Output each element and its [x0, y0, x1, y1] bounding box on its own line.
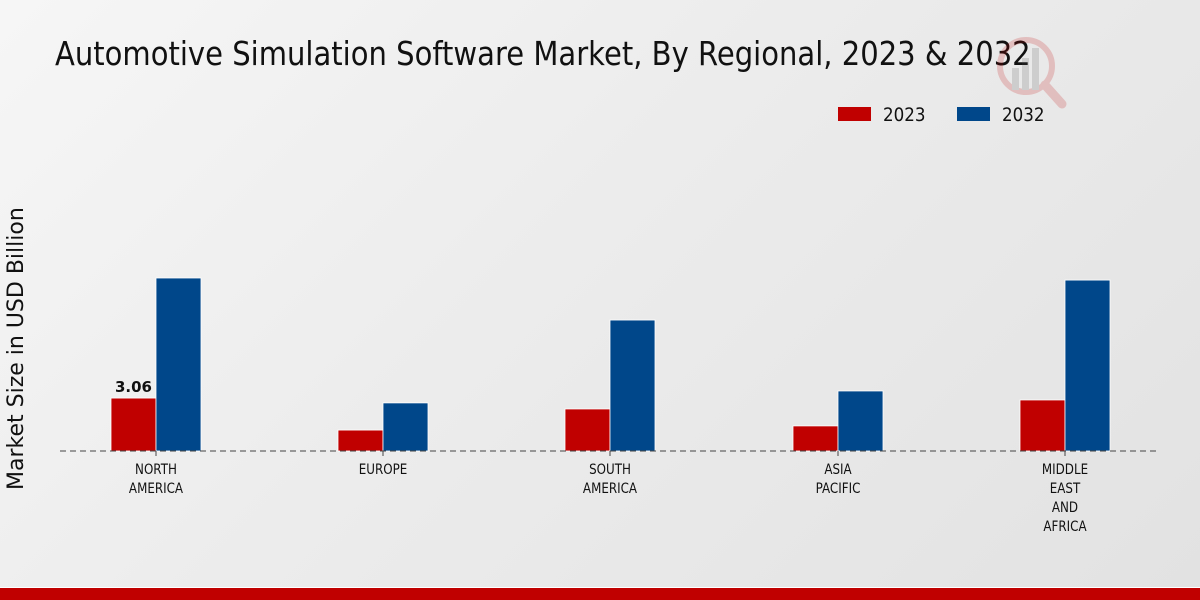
legend-label-2032: 2032	[1002, 104, 1045, 126]
x-tick-label: MIDDLE	[1042, 462, 1088, 478]
x-tick-label: AND	[1052, 500, 1078, 516]
bar-2023-middle-east-and-africa	[1019, 399, 1066, 452]
bar-2032-asia-pacific	[837, 390, 884, 452]
x-tick-label: AFRICA	[1043, 519, 1086, 535]
bar-2032-north-america	[155, 277, 202, 452]
x-tick-label: SOUTH	[589, 462, 631, 478]
bar-2023-europe	[337, 429, 384, 452]
bar-2032-middle-east-and-africa	[1064, 279, 1111, 452]
legend-swatch-2032	[957, 107, 990, 121]
x-tick-label: ASIA	[824, 462, 851, 478]
x-tick-label: EUROPE	[359, 462, 408, 478]
bar-2023-north-america	[110, 397, 157, 452]
footer-divider	[0, 587, 1200, 588]
data-label: 3.06	[115, 378, 152, 396]
bar-2023-south-america	[564, 408, 611, 452]
legend-label-2023: 2023	[883, 104, 926, 126]
x-tick-label: AMERICA	[583, 481, 637, 497]
bar-2032-europe	[382, 402, 429, 452]
chart-title: Automotive Simulation Software Market, B…	[55, 34, 1031, 73]
legend-swatch-2023	[838, 107, 871, 121]
x-tick-label: EAST	[1050, 481, 1081, 497]
bar-2032-south-america	[609, 319, 656, 452]
x-tick-label: PACIFIC	[816, 481, 861, 497]
watermark-logo-icon	[990, 30, 1075, 119]
footer-bar	[0, 588, 1200, 600]
x-tick-label: AMERICA	[129, 481, 183, 497]
bar-2023-asia-pacific	[792, 425, 839, 452]
x-tick-label: NORTH	[135, 462, 177, 478]
